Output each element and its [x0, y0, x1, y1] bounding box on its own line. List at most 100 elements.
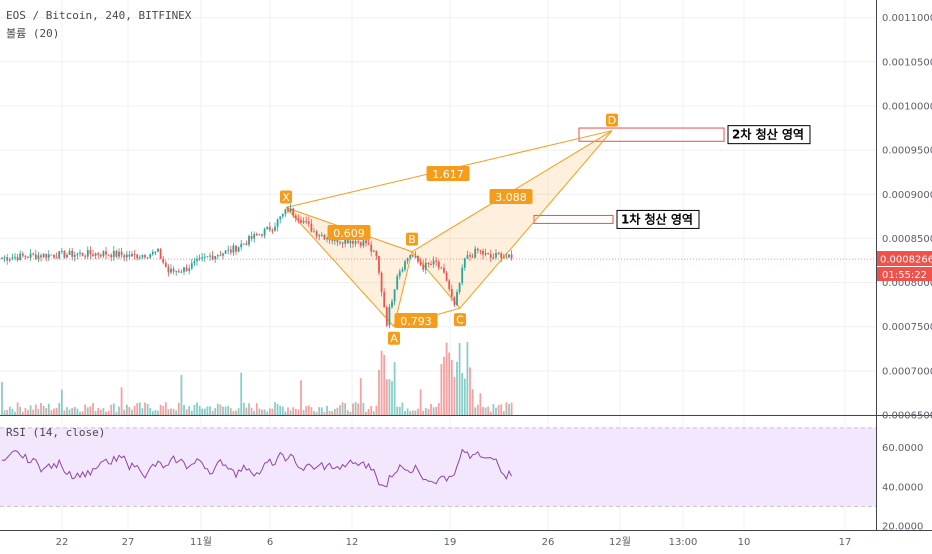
- volume-bar: [297, 409, 300, 415]
- candle-body: [193, 261, 196, 264]
- volume-bar: [422, 410, 425, 415]
- candle-body: [183, 267, 185, 272]
- volume-bar: [271, 408, 274, 415]
- candle-body: [357, 241, 360, 243]
- time-tick-label: 6: [267, 537, 273, 548]
- candle-body: [102, 251, 105, 257]
- volume-bar: [222, 406, 224, 415]
- candle-body: [398, 271, 401, 277]
- volume-bar: [138, 402, 141, 415]
- volume-bar: [242, 402, 245, 415]
- candle-body: [250, 236, 253, 239]
- volume-bar: [346, 410, 349, 415]
- candle-body: [50, 254, 53, 256]
- volume-bar: [508, 404, 510, 415]
- volume-bar: [409, 411, 412, 415]
- volume-bar: [245, 407, 248, 415]
- volume-bar: [463, 378, 466, 415]
- candle-body: [63, 250, 66, 258]
- candle-body: [440, 267, 443, 269]
- exit-zone-box: [578, 127, 725, 142]
- ratio-box: [394, 313, 438, 328]
- volume-bar: [489, 411, 492, 415]
- candle-body: [138, 257, 141, 259]
- candle-body: [55, 257, 58, 259]
- candle-body: [211, 255, 214, 260]
- volume-bar: [305, 406, 308, 415]
- volume-bar: [448, 352, 451, 415]
- time-tick-label: 13:00: [669, 537, 698, 548]
- volume-bar: [261, 409, 263, 415]
- candle-body: [1, 257, 3, 259]
- volume-bar: [495, 407, 497, 415]
- candle-body: [352, 240, 354, 244]
- candle-body: [276, 219, 279, 227]
- candle-body: [508, 254, 510, 258]
- volume-bar: [248, 403, 250, 415]
- candle-body: [297, 218, 300, 220]
- volume-bar: [510, 402, 513, 415]
- volume-bar: [365, 411, 367, 415]
- candle-body: [281, 213, 284, 217]
- candle-body: [466, 255, 469, 259]
- volume-bar: [300, 380, 302, 415]
- candle-body: [32, 253, 35, 255]
- volume-bar: [502, 411, 505, 415]
- candle-body: [92, 254, 94, 256]
- candle-body: [487, 253, 490, 255]
- ratio-box: [489, 189, 533, 204]
- volume-bar: [333, 408, 336, 415]
- volume-bar: [159, 404, 162, 415]
- price-tick-label: 0.00095000: [882, 146, 932, 157]
- volume-bar: [331, 411, 334, 415]
- volume-bar: [292, 407, 295, 415]
- volume-bar: [224, 406, 227, 415]
- candle-body: [255, 234, 258, 236]
- candle-body: [370, 244, 373, 252]
- candle-body: [159, 248, 162, 259]
- volume-bar: [328, 411, 331, 415]
- volume-bar: [445, 342, 448, 415]
- volume-bar: [151, 411, 154, 415]
- volume-bar: [336, 407, 339, 415]
- volume-bar: [276, 403, 279, 415]
- volume-bar: [110, 404, 113, 415]
- volume-bar: [424, 407, 427, 415]
- candle-body: [313, 231, 315, 233]
- current-price-badge: [877, 251, 932, 267]
- volume-bar: [32, 409, 35, 415]
- volume-bar: [430, 403, 432, 415]
- volume-bar: [427, 408, 430, 415]
- candle-body: [393, 289, 396, 302]
- volume-bar: [341, 402, 344, 415]
- volume-bar: [105, 411, 107, 415]
- volume-bar: [162, 406, 165, 415]
- candle-body: [268, 226, 271, 231]
- candle-body: [110, 254, 113, 258]
- volume-bar: [266, 411, 269, 415]
- volume-bar: [71, 407, 74, 415]
- volume-bar: [250, 407, 253, 415]
- candle-body: [339, 242, 341, 244]
- candle-body: [326, 238, 328, 240]
- volume-bar: [281, 406, 284, 415]
- candle-body: [242, 243, 245, 245]
- volume-bar: [92, 402, 94, 415]
- candle-body: [489, 254, 492, 258]
- candle-body: [492, 257, 495, 259]
- candle-body: [318, 235, 321, 237]
- volume-bar: [375, 405, 378, 415]
- volume-bar: [157, 410, 159, 415]
- volume-bar: [414, 410, 417, 415]
- candle-body: [84, 255, 87, 257]
- candle-body: [437, 261, 440, 268]
- candle-body: [432, 260, 435, 265]
- volume-bar: [167, 409, 170, 415]
- candle-body: [235, 245, 237, 252]
- candle-body: [302, 221, 305, 223]
- candle-body: [227, 249, 230, 251]
- candle-body: [105, 251, 107, 255]
- candle-body: [89, 250, 92, 255]
- volume-bar: [185, 409, 188, 415]
